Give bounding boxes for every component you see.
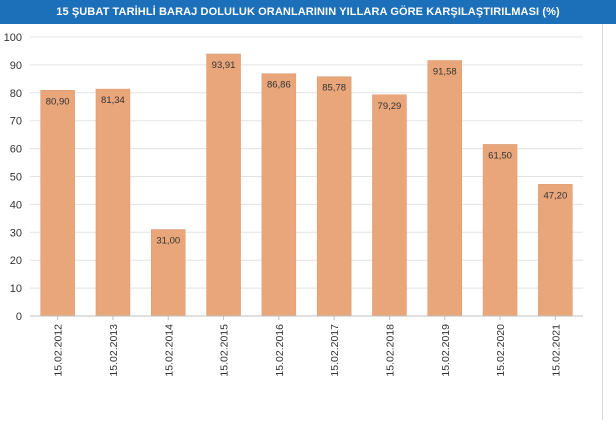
data-label-15.02.2017: 85,78	[322, 83, 346, 94]
y-tick-label-10: 10	[10, 283, 22, 295]
bar-15.02.2019	[427, 60, 462, 317]
data-labels: 80,90 81,34 31,00 93,91 86,86 85,78 79,29 91,58…	[46, 60, 567, 247]
x-tick-label-15.02.2020: 15.02.2020	[495, 324, 507, 377]
data-label-15.02.2012: 80,90	[46, 96, 70, 107]
y-tick-label-100: 100	[4, 32, 22, 44]
bar-15.02.2014	[151, 229, 186, 317]
data-label-15.02.2013: 81,34	[101, 95, 125, 106]
data-label-15.02.2014: 31,00	[156, 236, 180, 247]
data-label-15.02.2021: 47,20	[543, 190, 567, 201]
y-tick-label-50: 50	[10, 172, 22, 184]
bar-15.02.2020	[482, 144, 518, 317]
y-tick-label-90: 90	[10, 60, 22, 72]
bar-15.02.2016	[261, 73, 297, 317]
bar-15.02.2012	[40, 90, 75, 317]
bars	[40, 53, 573, 317]
bar-15.02.2018	[372, 94, 407, 317]
bar-15.02.2013	[95, 88, 131, 317]
bar-15.02.2015	[206, 53, 241, 317]
data-label-15.02.2015: 93,91	[212, 60, 236, 71]
bar-chart: 0 10 20 30 40 50 60 70 80 90 100 80,90 81,34 31,00 93…	[4, 32, 583, 377]
x-tick-label-15.02.2012: 15.02.2012	[53, 324, 65, 377]
y-axis-tick-labels: 0 10 20 30 40 50 60 70 80 90 100	[4, 32, 22, 323]
y-tick-label-40: 40	[10, 199, 22, 211]
data-label-15.02.2020: 61,50	[488, 150, 512, 161]
y-tick-label-30: 30	[10, 227, 22, 239]
y-tick-label-20: 20	[10, 255, 22, 267]
x-tick-label-15.02.2013: 15.02.2013	[108, 324, 120, 377]
x-tick-label-15.02.2016: 15.02.2016	[274, 324, 286, 377]
x-tick-label-15.02.2021: 15.02.2021	[550, 324, 562, 377]
data-label-15.02.2016: 86,86	[267, 80, 291, 91]
data-label-15.02.2018: 79,29	[378, 101, 402, 112]
bar-15.02.2021	[538, 184, 573, 317]
x-tick-label-15.02.2014: 15.02.2014	[163, 324, 175, 377]
y-tick-label-60: 60	[10, 144, 22, 156]
x-tick-label-15.02.2019: 15.02.2019	[440, 324, 452, 377]
x-tick-label-15.02.2015: 15.02.2015	[219, 324, 231, 377]
bar-15.02.2017	[316, 76, 352, 317]
x-tick-label-15.02.2017: 15.02.2017	[329, 324, 341, 377]
panel-divider	[602, 24, 603, 420]
data-label-15.02.2019: 91,58	[433, 66, 457, 77]
y-tick-label-80: 80	[10, 88, 22, 100]
x-axis-tick-labels: 15.02.2012 15.02.2013 15.02.2014 15.02.2015…	[53, 316, 562, 377]
y-tick-label-0: 0	[16, 311, 22, 323]
chart-title: 15 ŞUBAT TARİHLİ BARAJ DOLULUK ORANLARIN…	[0, 0, 616, 24]
x-tick-label-15.02.2018: 15.02.2018	[384, 324, 396, 377]
y-tick-label-70: 70	[10, 116, 22, 128]
